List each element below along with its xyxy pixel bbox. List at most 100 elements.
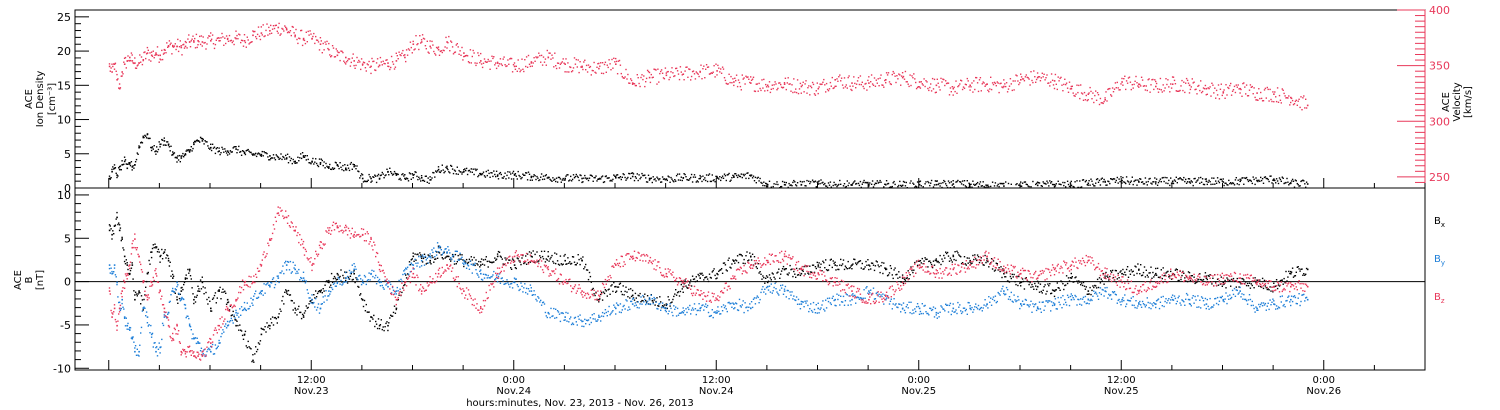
bx-series-point xyxy=(262,328,264,330)
bx-series-point xyxy=(911,269,913,272)
bx-series-point xyxy=(1209,274,1211,276)
bx-series-point xyxy=(827,269,830,271)
density-series-point xyxy=(1272,179,1274,181)
density-series-point xyxy=(614,175,616,177)
density-series-point xyxy=(379,174,382,177)
by-series-point xyxy=(466,264,469,266)
velocity-series-point xyxy=(206,43,208,45)
by-series-point xyxy=(654,298,656,300)
density-series-point xyxy=(148,137,150,140)
bx-series-point xyxy=(226,301,229,304)
density-series-point xyxy=(1265,177,1267,180)
density-series-point xyxy=(496,175,499,177)
by-series-point xyxy=(690,309,693,311)
density-series-point xyxy=(1062,181,1064,184)
velocity-series-point xyxy=(984,85,986,87)
velocity-series-point xyxy=(1039,80,1042,82)
density-series-point xyxy=(642,174,644,177)
by-series-point xyxy=(638,307,640,309)
by-series-point xyxy=(593,313,595,315)
by-series-point xyxy=(667,313,669,315)
velocity-series-point xyxy=(529,65,532,68)
by-series-point xyxy=(425,259,427,261)
density-series-point xyxy=(1230,182,1232,184)
velocity-series-point xyxy=(1014,80,1016,82)
density-series-point xyxy=(1230,183,1233,185)
velocity-series-point xyxy=(1144,89,1147,91)
bx-series-point xyxy=(422,257,425,260)
density-series-point xyxy=(656,176,658,178)
density-series-point xyxy=(765,185,768,187)
velocity-series-point xyxy=(539,54,541,57)
bx-series-point xyxy=(927,266,929,268)
density-series-point xyxy=(606,177,608,179)
density-series-point xyxy=(428,182,430,184)
density-series-sample xyxy=(1121,179,1123,182)
by-series-point xyxy=(353,263,355,265)
bx-series-point xyxy=(284,291,286,293)
density-series-sample xyxy=(126,167,129,170)
bx-series-point xyxy=(779,277,781,279)
by-series-point xyxy=(296,270,298,273)
bx-series-sample xyxy=(111,233,113,236)
by-series-point xyxy=(556,310,559,312)
bx-series-point xyxy=(321,292,323,294)
bx-series-point xyxy=(797,274,800,276)
bx-series-point xyxy=(1111,269,1114,272)
velocity-series-point xyxy=(785,88,787,91)
density-series-point xyxy=(1191,181,1193,183)
velocity-series-point xyxy=(1156,88,1159,90)
velocity-series-point xyxy=(609,63,611,65)
bx-series-point xyxy=(1028,283,1030,286)
bx-series-point xyxy=(1080,282,1083,284)
density-series-sample xyxy=(530,175,533,178)
velocity-series-point xyxy=(584,59,586,61)
velocity-series-point xyxy=(209,35,211,37)
velocity-series-point xyxy=(494,64,496,66)
velocity-series-point xyxy=(536,57,538,59)
velocity-series-point xyxy=(546,49,548,52)
bx-series-sample xyxy=(193,298,195,301)
velocity-series-point xyxy=(428,52,430,54)
velocity-series-point xyxy=(1166,83,1168,86)
bottom-panel-frame xyxy=(74,187,1426,371)
density-series-point xyxy=(1035,182,1038,185)
velocity-series-point xyxy=(521,58,523,60)
velocity-series-point xyxy=(876,82,878,84)
velocity-series-point xyxy=(1112,91,1115,93)
bx-series-point xyxy=(1034,282,1036,285)
bx-series-point xyxy=(935,258,937,260)
by-series-point xyxy=(436,242,439,244)
density-series-point xyxy=(570,175,572,178)
velocity-series-point xyxy=(1013,89,1015,91)
by-series-point xyxy=(185,316,187,319)
density-series-point xyxy=(820,179,822,181)
by-series-point xyxy=(344,281,346,283)
density-series-point xyxy=(761,182,763,184)
density-series-point xyxy=(1023,181,1026,183)
by-series-point xyxy=(594,318,596,320)
bx-series-point xyxy=(428,255,430,257)
density-series-point xyxy=(128,162,130,164)
density-series-sample xyxy=(243,152,246,154)
velocity-series-point xyxy=(386,59,388,61)
bx-series-point xyxy=(603,292,606,295)
density-series-point xyxy=(369,176,371,178)
by-series-point xyxy=(286,260,289,263)
density-series-point xyxy=(913,183,915,185)
density-series-point xyxy=(529,179,532,181)
bx-series-point xyxy=(975,259,978,262)
density-series-point xyxy=(367,179,369,181)
bx-series-point xyxy=(1050,292,1052,295)
bx-series-point xyxy=(471,259,473,261)
bx-series-point xyxy=(1275,279,1278,281)
bx-series-point xyxy=(1300,268,1302,270)
bx-series-point xyxy=(1005,272,1008,274)
velocity-series-point xyxy=(392,63,395,65)
bx-series-point xyxy=(1250,283,1252,285)
by-series-point xyxy=(534,294,536,296)
velocity-series-point xyxy=(1084,99,1087,101)
density-series-point xyxy=(461,173,463,175)
by-series-point xyxy=(648,297,651,299)
velocity-series-point xyxy=(960,79,962,81)
